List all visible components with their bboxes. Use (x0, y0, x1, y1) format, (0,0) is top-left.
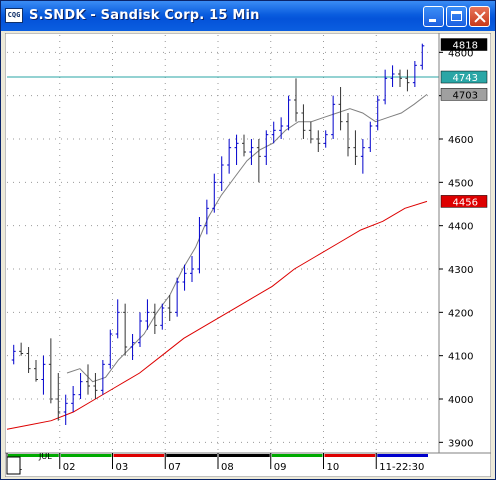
price-label-text: 4818 (453, 41, 478, 52)
price-label-text: 4703 (453, 90, 478, 101)
session-strip (166, 454, 217, 457)
title-bar[interactable]: CQG S.SNDK - Sandisk Corp. 15 Min (1, 1, 495, 31)
y-tick-label: 4300 (448, 265, 473, 276)
session-strip (271, 454, 323, 457)
x-day-label: 08 (221, 462, 234, 473)
grid (7, 35, 429, 451)
slow-ma-line (6, 200, 428, 430)
price-label-box (440, 88, 488, 101)
ohlc-bars (11, 43, 425, 425)
x-month-label: JUL (38, 452, 52, 461)
price-label-box (440, 38, 488, 51)
scroll-box[interactable] (6, 456, 21, 475)
price-labels: 4818 4743 4703 4456 (440, 38, 488, 208)
session-strip (219, 454, 270, 457)
y-tick-label: 4800 (448, 48, 473, 59)
price-chart[interactable]: 3900400041004200430044004500460047004800… (5, 33, 491, 477)
y-tick-label: 4400 (448, 222, 473, 233)
x-day-label: 09 (274, 462, 287, 473)
maximize-button[interactable] (446, 6, 467, 27)
price-label-text: 4456 (453, 197, 478, 208)
x-day-label: 10 (327, 462, 340, 473)
price-label-box (440, 195, 488, 208)
window-title: S.SNDK - Sandisk Corp. 15 Min (29, 8, 260, 23)
x-day-label: 02 (63, 462, 76, 473)
x-day-label: 03 (116, 462, 129, 473)
cqg-app-icon[interactable]: CQG (5, 8, 23, 23)
price-axis[interactable] (438, 33, 491, 454)
fast-ma-line (66, 94, 428, 383)
session-strip (324, 454, 376, 457)
session-strip (8, 454, 59, 457)
minimize-button[interactable] (423, 6, 444, 27)
session-strip (60, 454, 112, 457)
y-tick-label: 4600 (448, 135, 473, 146)
y-tick-label: 4100 (448, 352, 473, 363)
close-button[interactable] (469, 6, 490, 27)
price-label-text: 4743 (453, 73, 478, 84)
y-tick-label: 4000 (448, 395, 473, 406)
x-day-label: 07 (168, 462, 181, 473)
fast-moving-average (66, 94, 428, 383)
slow-moving-average (6, 200, 428, 430)
price-label-box (440, 70, 488, 84)
y-tick-label: 4200 (448, 308, 473, 319)
session-strip (377, 454, 428, 457)
y-tick-label: 4500 (448, 178, 473, 189)
session-strip (113, 454, 165, 457)
y-tick-label: 3900 (448, 438, 473, 449)
x-day-label: 11-22:30 (379, 462, 424, 473)
plot-area[interactable] (5, 33, 440, 454)
